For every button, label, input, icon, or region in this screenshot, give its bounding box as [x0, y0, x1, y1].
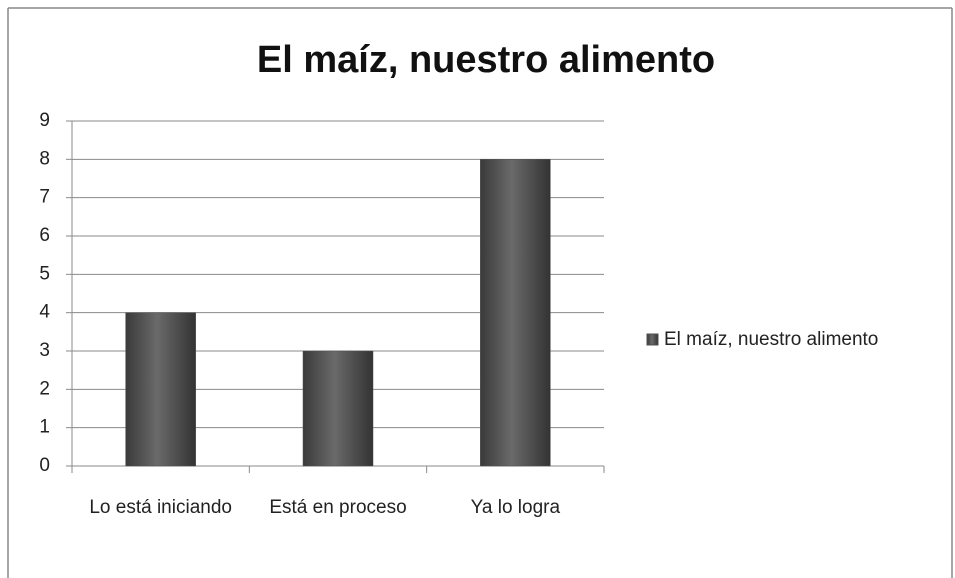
bar: [302, 350, 374, 467]
x-tick-label: Lo está iniciando: [89, 497, 232, 518]
y-tick-label: 1: [39, 417, 50, 438]
y-tick-label: 8: [39, 148, 50, 169]
y-tick-label: 4: [39, 302, 50, 323]
bar: [125, 312, 196, 467]
chart-title: El maíz, nuestro alimento: [257, 39, 715, 81]
y-tick-label: 7: [39, 187, 50, 208]
y-tick-label: 9: [39, 110, 50, 131]
legend-swatch: [646, 333, 659, 346]
y-tick-label: 2: [39, 378, 50, 399]
x-tick-label: Está en proceso: [269, 497, 406, 518]
y-tick-label: 5: [39, 263, 50, 284]
legend-label: El maíz, nuestro alimento: [664, 329, 878, 350]
y-tick-label: 0: [39, 455, 50, 476]
y-tick-label: 6: [39, 225, 50, 246]
bar: [480, 159, 551, 467]
y-tick-label: 3: [39, 340, 50, 361]
x-tick-label: Ya lo logra: [471, 497, 561, 518]
